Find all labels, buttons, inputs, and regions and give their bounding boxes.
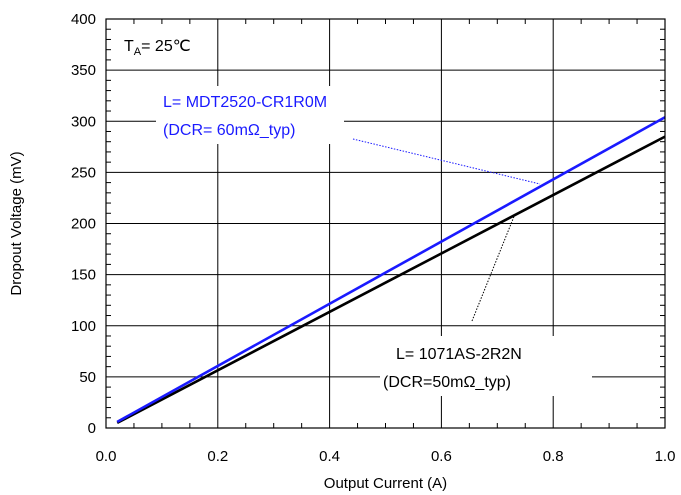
x-tick-label: 0.6 (431, 448, 452, 465)
x-tick-label: 0.4 (319, 448, 340, 465)
minor-ticks (106, 19, 665, 428)
condition-label: TA= 25℃ (124, 38, 191, 58)
y-axis-title: Dropout Voltage (mV) (8, 151, 25, 295)
y-tick-label: 300 (71, 113, 96, 130)
x-axis-title: Output Current (A) (324, 475, 447, 492)
x-tick-label: 0.8 (543, 448, 564, 465)
series-line-1 (116, 135, 666, 425)
annotation-blue-note: (DCR= 60mΩ_typ) (163, 122, 295, 139)
series-lines (116, 116, 666, 425)
x-tick-label: 0.2 (207, 448, 228, 465)
x-tick-label: 1.0 (655, 448, 676, 465)
y-tick-label: 200 (71, 216, 96, 233)
annotation-box-blue (156, 86, 344, 144)
y-tick-label: 0 (88, 420, 96, 437)
y-tick-label: 150 (71, 267, 96, 284)
y-tick-label: 100 (71, 318, 96, 335)
y-tick-labels: 0 50 100 150 200 250 300 350 400 (71, 11, 96, 437)
annotation-blue-name: L= MDT2520-CR1R0M (163, 94, 327, 111)
condition-label-box (116, 29, 208, 63)
series-line-0 (116, 116, 666, 424)
annotation-leader-black (471, 213, 516, 322)
y-tick-label: 400 (71, 11, 96, 28)
x-tick-labels: 0.0 0.2 0.4 0.6 0.8 1.0 (96, 448, 676, 465)
plot-frame (105, 18, 666, 429)
x-tick-label: 0.0 (96, 448, 117, 465)
annotation-box-black (380, 336, 592, 396)
y-tick-label: 350 (71, 62, 96, 79)
annotation-black-name: L= 1071AS-2R2N (396, 346, 522, 363)
annotation-leader-blue (352, 138, 541, 185)
y-tick-label: 250 (71, 164, 96, 181)
y-tick-label: 50 (79, 369, 96, 386)
annotation-black-note: (DCR=50mΩ_typ) (383, 374, 511, 391)
